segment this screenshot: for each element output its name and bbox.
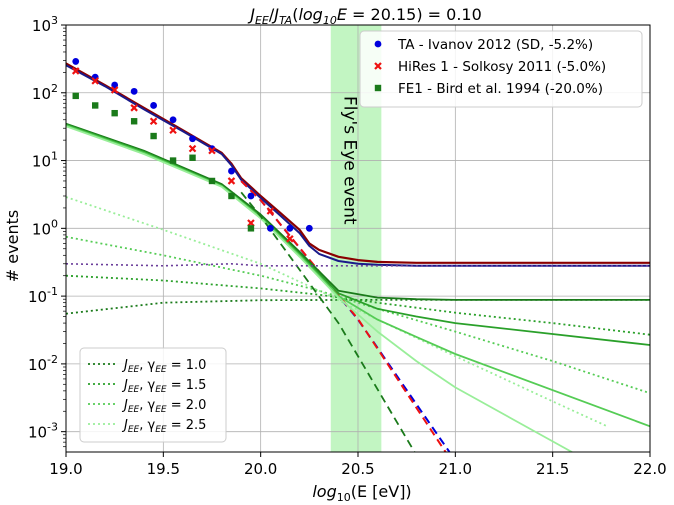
x-tick-label: 19.0 (49, 460, 82, 478)
y-tick-label: 102 (32, 82, 58, 103)
ee-dotted-line-0 (66, 298, 650, 315)
scatter-point (71, 67, 80, 75)
x-tick-label: 21.5 (536, 460, 569, 478)
scatter-point (169, 126, 177, 135)
legend-line-label: JEE, γEE = 1.0 (121, 358, 206, 375)
legend-line-label: JEE, γEE = 2.0 (121, 398, 206, 415)
model-line-8 (240, 191, 416, 452)
scatter-point (208, 146, 216, 155)
y-axis-label: # events (3, 210, 22, 282)
legend-lines: JEE, γEE = 1.0 JEE, γEE = 1.5 JEE, γEE = 2… (79, 347, 227, 443)
scatter-point (247, 225, 255, 232)
x-tick-label: 22.0 (633, 460, 666, 478)
x-tick-label: 20.5 (341, 460, 374, 478)
scatter-point (91, 77, 99, 85)
y-tick-label: 10-2 (28, 353, 58, 374)
ee-dotted-line-2 (66, 235, 650, 395)
scatter-point (305, 224, 313, 232)
legend-scatter-label: HiRes 1 - Solkosy 2011 (-5.0%) (398, 59, 606, 75)
scatter-point (169, 116, 177, 124)
scatter-point (286, 224, 294, 232)
legend-marker-circle (374, 40, 382, 48)
scatter-point (130, 87, 138, 95)
x-tick-label: 20.0 (244, 460, 277, 478)
axis-ticks: 19.0 19.5 20.0 20.5 21.0 21.5 22.0 103 102 101 100… (28, 14, 667, 478)
y-tick-label: 10-3 (28, 421, 58, 442)
scatter-point (266, 207, 275, 215)
scatter-point (92, 102, 99, 109)
scatter-point (189, 135, 196, 143)
scatter-point (130, 104, 138, 112)
scatter-point (247, 219, 255, 227)
legend-scatter-label: FE1 - Bird et al. 1994 (-20.0%) (398, 81, 603, 97)
x-tick-label: 19.5 (147, 460, 180, 478)
series-lines (66, 62, 650, 452)
x-axis-label: log10(E [eV]) (312, 482, 411, 504)
scatter-point (150, 102, 158, 109)
legend-scatter: TA - Ivanov 2012 (SD, -5.2%) HiRes 1 - So… (359, 30, 643, 108)
scatter-points (71, 58, 313, 243)
scatter-point (72, 58, 80, 65)
model-line-4 (66, 122, 650, 301)
scatter-point (228, 167, 235, 175)
scatter-point (286, 235, 294, 243)
model-line-3 (240, 180, 447, 452)
y-tick-label: 103 (32, 14, 58, 35)
scatter-point (150, 132, 157, 140)
legend-line-label: JEE, γEE = 2.5 (121, 418, 206, 435)
x-tick-label: 21.0 (439, 460, 472, 478)
model-line-0 (66, 62, 650, 264)
y-tick-label: 100 (32, 217, 58, 238)
scatter-point (228, 192, 235, 200)
scatter-point (169, 157, 177, 164)
legend-scatter-label: TA - Ivanov 2012 (SD, -5.2%) (397, 37, 593, 53)
scatter-point (227, 177, 236, 185)
scatter-point (247, 192, 255, 200)
scatter-point (72, 92, 79, 100)
scatter-point (188, 144, 197, 153)
y-tick-label: 10-1 (28, 285, 58, 306)
ee-dotted-line-3 (66, 196, 608, 428)
chart-title: JEE/JTA(log10E = 20.15) = 0.10 (247, 5, 482, 27)
scatter-point (111, 109, 118, 117)
scatter-point (110, 86, 119, 94)
scatter-point (267, 224, 274, 232)
y-tick-label: 101 (32, 150, 58, 171)
scatter-point (208, 177, 216, 185)
model-line-7 (66, 125, 573, 452)
scatter-point (130, 118, 138, 125)
scatter-point (149, 117, 158, 126)
legend-line-label: JEE, γEE = 1.5 (121, 378, 206, 395)
scatter-point (189, 154, 196, 161)
legend-marker-square (374, 84, 382, 92)
legend-marker-x (374, 62, 382, 70)
